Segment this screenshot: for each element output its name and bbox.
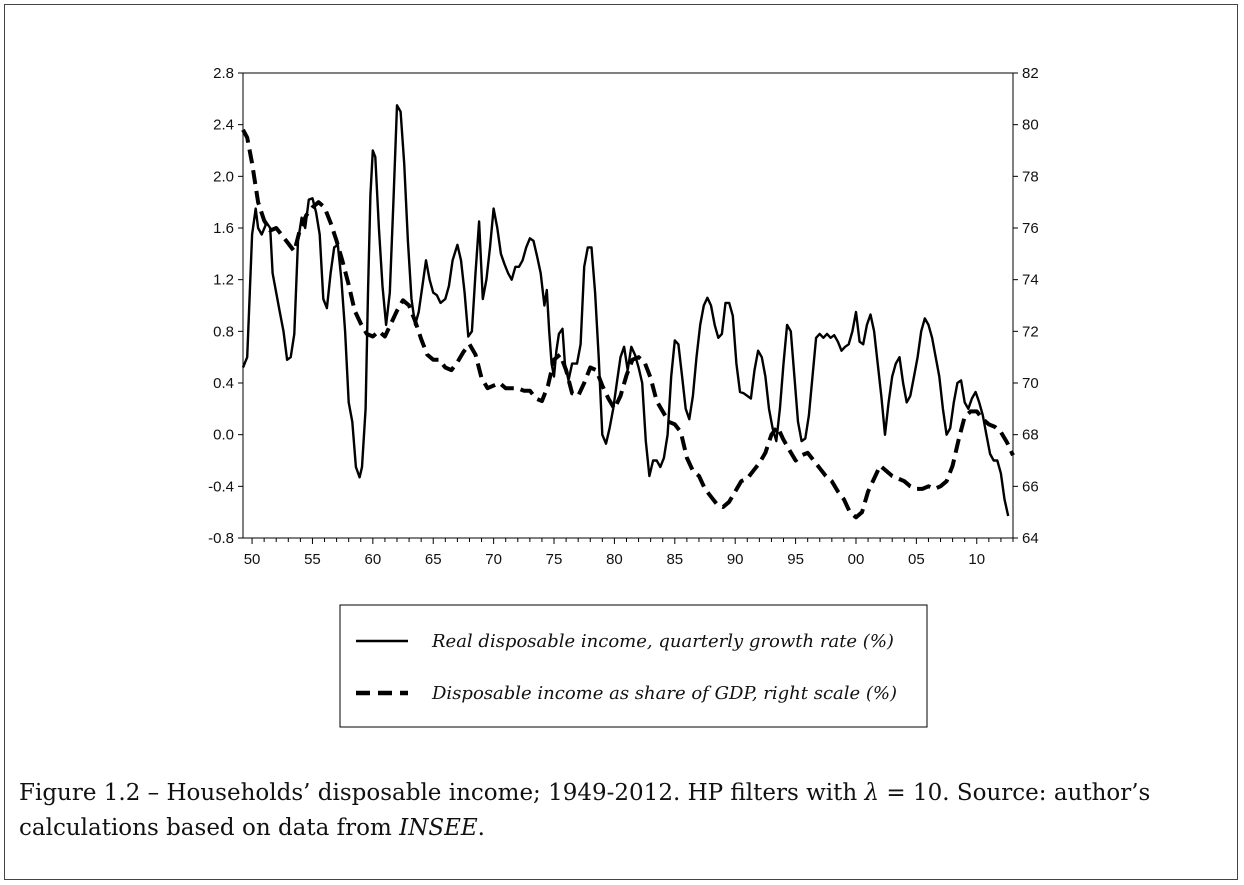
x-tick-label: 50	[244, 551, 261, 568]
series-line-share-of-gdp	[241, 128, 1015, 520]
y-left-tick-label: -0.8	[208, 530, 234, 547]
legend-box	[339, 604, 928, 728]
y-left-tick-label: 0.4	[213, 375, 234, 392]
y-right-tick-label: 66	[1022, 478, 1039, 495]
y-left-tick-label: 2.0	[213, 168, 234, 185]
y-right-tick-label: 70	[1022, 375, 1039, 392]
y-right-tick-label: 80	[1022, 117, 1039, 134]
series-layer	[241, 104, 1015, 520]
y-left-tick-label: 2.8	[213, 65, 234, 82]
legend-label: Disposable income as share of GDP, right…	[431, 683, 897, 704]
x-tick-label: 55	[304, 551, 321, 568]
x-tick-label: 70	[485, 551, 502, 568]
x-tick-label: 95	[787, 551, 804, 568]
x-tick-label: 65	[425, 551, 442, 568]
x-tick-label: 85	[666, 551, 683, 568]
y-left-tick-label: 0.0	[213, 427, 234, 444]
y-left-tick-label: -0.4	[208, 478, 234, 495]
y-left-tick-label: 1.2	[213, 272, 234, 289]
y-right-tick-label: 68	[1022, 427, 1039, 444]
plot-area	[242, 72, 1014, 539]
caption-prefix: Figure 1.2 – Households’ disposable inco…	[19, 780, 865, 806]
legend: Real disposable income, quarterly growth…	[339, 604, 928, 728]
y-right-tick-label: 82	[1022, 65, 1039, 82]
axes: -0.8 -0.4 0.0 0.4 0.8 1.2 1.6 2.0 2.4 2.8 64 66 68 70…	[208, 65, 1039, 568]
x-tick-label: 90	[727, 551, 744, 568]
figure-frame: -0.8 -0.4 0.0 0.4 0.8 1.2 1.6 2.0 2.4 2.8 64 66 68 70…	[4, 4, 1238, 880]
caption-lambda: λ	[864, 780, 880, 806]
x-tick-label: 05	[908, 551, 925, 568]
series-line-growth-rate	[241, 104, 1010, 517]
y-right-tick-label: 74	[1022, 272, 1039, 289]
x-tick-label: 75	[546, 551, 563, 568]
y-left-tick-label: 1.6	[213, 220, 234, 237]
figure-caption: Figure 1.2 – Households’ disposable inco…	[19, 776, 1239, 846]
y-right-tick-label: 72	[1022, 323, 1039, 340]
caption-suffix: .	[477, 815, 485, 841]
y-left-tick-label: 0.8	[213, 323, 234, 340]
caption-source: INSEE	[399, 815, 478, 841]
y-left-tick-label: 2.4	[213, 117, 234, 134]
x-tick-label: 10	[968, 551, 985, 568]
caption-middle: = 10. Source: author’s calculations base…	[19, 780, 1151, 841]
y-right-tick-label: 76	[1022, 220, 1039, 237]
x-tick-label: 60	[364, 551, 381, 568]
legend-label: Real disposable income, quarterly growth…	[431, 631, 894, 652]
chart: -0.8 -0.4 0.0 0.4 0.8 1.2 1.6 2.0 2.4 2.8 64 66 68 70…	[208, 65, 1039, 728]
y-right-tick-label: 78	[1022, 168, 1039, 185]
x-tick-label: 80	[606, 551, 623, 568]
y-right-tick-label: 64	[1022, 530, 1039, 547]
x-tick-label: 00	[848, 551, 865, 568]
